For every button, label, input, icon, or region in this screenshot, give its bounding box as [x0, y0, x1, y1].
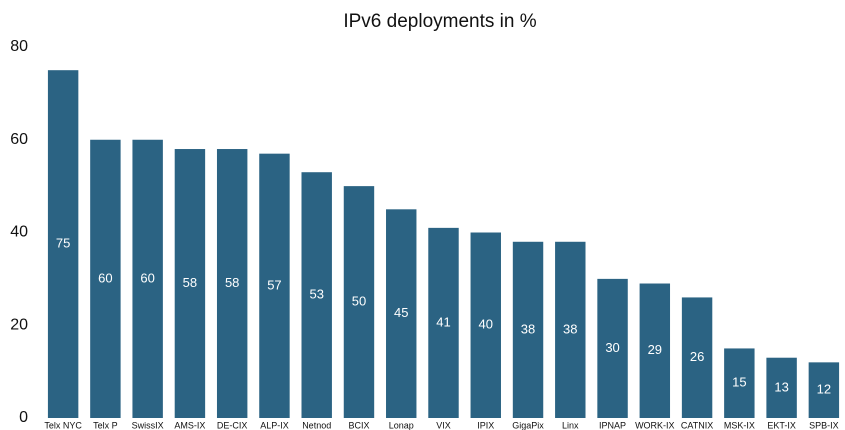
x-tick-label: Telx P: [93, 420, 118, 430]
x-tick-label: MSK-IX: [724, 420, 755, 430]
data-label: 40: [479, 317, 493, 332]
bar: [766, 357, 797, 418]
x-tick-label: WORK-IX: [635, 420, 675, 430]
bar: [639, 283, 671, 418]
x-tick-label: Telx NYC: [44, 420, 82, 430]
data-label: 26: [690, 349, 704, 364]
x-tick-label: DE-CIX: [217, 420, 248, 430]
data-label: 58: [225, 275, 239, 290]
y-tick-label: 0: [19, 409, 28, 426]
data-label: 58: [183, 275, 197, 290]
x-tick-label: AMS-IX: [174, 420, 205, 430]
data-label: 60: [98, 270, 112, 285]
bar: [470, 232, 501, 418]
x-tick-label: Lonap: [389, 420, 414, 430]
data-label: 45: [394, 305, 408, 320]
y-tick-label: 60: [10, 131, 28, 148]
data-label: 15: [732, 375, 746, 390]
x-tick-label: IPNAP: [599, 420, 626, 430]
bar: [386, 209, 417, 418]
x-tick-label: Netnod: [302, 420, 331, 430]
bar: [259, 153, 290, 418]
y-tick-label: 40: [10, 224, 28, 241]
bar: [301, 172, 332, 418]
data-label: 60: [140, 270, 154, 285]
data-label: 38: [521, 321, 535, 336]
bar: [428, 227, 459, 418]
data-label: 29: [648, 342, 662, 357]
bar: [132, 139, 163, 418]
bar: [174, 149, 206, 418]
data-label: 50: [352, 294, 366, 309]
x-tick-label: SwissIX: [132, 420, 164, 430]
data-label: 30: [605, 340, 619, 355]
bar: [90, 139, 121, 418]
x-tick-label: CATNIX: [681, 420, 713, 430]
bar: [343, 186, 375, 418]
x-tick-label: Linx: [562, 420, 579, 430]
y-tick-label: 80: [10, 38, 28, 55]
x-tick-label: GigaPix: [512, 420, 544, 430]
x-tick-label: BCIX: [348, 420, 369, 430]
data-label: 38: [563, 321, 577, 336]
bar: [597, 278, 628, 418]
y-tick-label: 20: [10, 316, 28, 333]
x-tick-label: ALP-IX: [260, 420, 289, 430]
data-label: 53: [309, 287, 323, 302]
bar: [555, 241, 586, 418]
x-tick-label: SPB-IX: [809, 420, 839, 430]
data-label: 41: [436, 314, 450, 329]
data-label: 13: [774, 379, 788, 394]
bar: [512, 241, 544, 418]
bar: [808, 362, 840, 418]
bar: [724, 348, 755, 418]
bar: [681, 297, 713, 418]
data-label: 75: [56, 236, 70, 251]
bar: [47, 70, 79, 418]
data-label: 57: [267, 277, 281, 292]
bar: [216, 149, 248, 418]
data-label: 12: [817, 382, 831, 397]
x-tick-label: IPIX: [477, 420, 494, 430]
chart-title: IPv6 deployments in %: [343, 11, 536, 32]
x-tick-label: EKT-IX: [767, 420, 796, 430]
x-tick-label: VIX: [436, 420, 451, 430]
